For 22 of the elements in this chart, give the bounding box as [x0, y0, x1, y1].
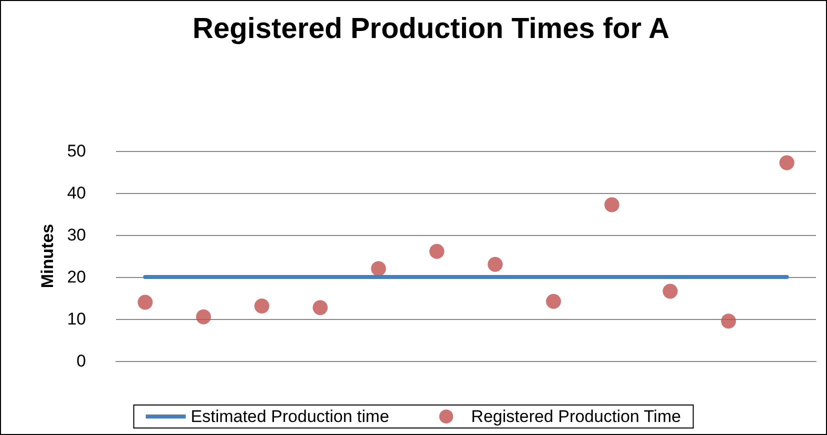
y-tick-label: 20: [67, 268, 86, 286]
point: [429, 244, 444, 259]
point: [371, 261, 386, 276]
chart-title: Registered Production Times for A: [192, 12, 670, 47]
y-tick-label: 0: [76, 352, 86, 370]
y-axis-title: Minutes: [38, 224, 58, 288]
y-tick-label: 40: [67, 184, 86, 202]
point: [488, 256, 503, 272]
point: [138, 294, 153, 310]
y-tick-label: 10: [67, 310, 86, 328]
point: [312, 300, 328, 316]
point: [662, 284, 678, 299]
y-tick-label: 30: [67, 226, 86, 244]
point: [721, 314, 736, 329]
point: [779, 155, 794, 170]
point: [604, 197, 620, 212]
point: [546, 294, 561, 309]
point: [254, 298, 270, 314]
y-tick-label: 50: [67, 142, 86, 160]
legend-label: Estimated Production time: [190, 407, 390, 426]
point: [196, 309, 211, 324]
legend-label: Registered Production Time: [471, 407, 681, 426]
